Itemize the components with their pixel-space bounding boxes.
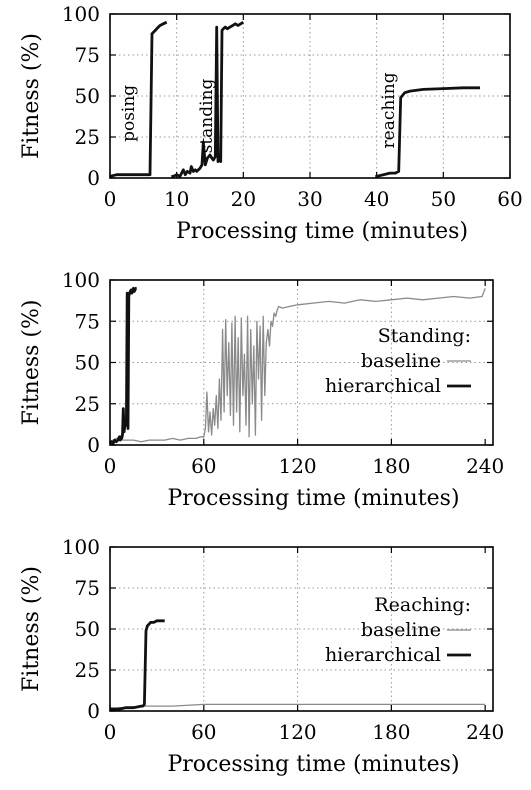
x-axis-label: Processing time (minutes) xyxy=(176,219,468,244)
x-tick-label: 20 xyxy=(231,187,256,211)
y-tick-label: 50 xyxy=(75,351,100,375)
x-tick-label: 0 xyxy=(104,720,117,744)
legend-title: Reaching: xyxy=(374,594,471,616)
y-tick-label: 0 xyxy=(87,166,100,190)
x-tick-label: 240 xyxy=(466,720,504,744)
x-tick-label: 30 xyxy=(297,187,322,211)
chart-panel-2: 0 60 120 180 240 0 25 50 75 100 Processing time (m… xyxy=(19,268,504,511)
y-tick-label: 50 xyxy=(75,617,100,641)
y-tick-label: 0 xyxy=(87,699,100,723)
chart-panel-1: 0 10 20 30 40 50 60 0 25 50 75 100 posing standing rea… xyxy=(19,2,523,244)
legend-title: Standing: xyxy=(378,325,471,347)
series-line-line-1 xyxy=(109,20,480,178)
y-tick-label: 0 xyxy=(87,433,100,457)
y-axis-label: Fitness (%) xyxy=(19,300,44,426)
y-tick-label: 100 xyxy=(62,2,100,26)
legend-label-baseline: baseline xyxy=(361,619,441,641)
x-tick-label: 60 xyxy=(191,720,216,744)
x-tick-label: 180 xyxy=(372,454,410,478)
x-tick-label: 120 xyxy=(278,720,316,744)
series-line-hierarchical xyxy=(110,619,165,711)
x-tick-label: 180 xyxy=(372,720,410,744)
x-tick-label: 50 xyxy=(431,187,456,211)
plot-frame xyxy=(109,546,494,712)
x-tick-label: 60 xyxy=(497,187,522,211)
chart-panel-3: 0 60 120 180 240 0 25 50 75 100 Processing time (m… xyxy=(19,535,504,777)
y-tick-label: 25 xyxy=(75,658,100,682)
x-tick-label: 0 xyxy=(104,454,117,478)
plot-frame xyxy=(109,13,511,179)
y-tick-label: 25 xyxy=(75,125,100,149)
plot-frame xyxy=(109,279,494,446)
legend-label-hierarchical: hierarchical xyxy=(325,375,441,397)
x-tick-label: 120 xyxy=(278,454,316,478)
x-tick-label: 60 xyxy=(191,454,216,478)
x-axis-label: Processing time (minutes) xyxy=(167,752,459,777)
y-tick-label: 100 xyxy=(62,535,100,559)
y-tick-label: 100 xyxy=(62,268,100,292)
series-line-baseline xyxy=(109,288,486,443)
y-axis-label: Fitness (%) xyxy=(19,33,44,159)
stage-annotation: posing xyxy=(119,85,139,142)
stage-annotation: standing xyxy=(197,78,217,153)
y-axis-label: Fitness (%) xyxy=(19,566,44,692)
series-line-baseline xyxy=(110,703,486,709)
y-tick-label: 50 xyxy=(75,84,100,108)
x-tick-label: 240 xyxy=(466,454,504,478)
legend-label-hierarchical: hierarchical xyxy=(325,644,441,666)
x-tick-label: 10 xyxy=(164,187,189,211)
y-tick-label: 25 xyxy=(75,392,100,416)
legend-label-baseline: baseline xyxy=(361,350,441,372)
y-tick-label: 75 xyxy=(75,309,100,333)
series-line-hierarchical xyxy=(108,286,138,445)
x-axis-label: Processing time (minutes) xyxy=(167,486,459,511)
y-tick-label: 75 xyxy=(75,576,100,600)
y-tick-label: 75 xyxy=(75,43,100,67)
x-tick-label: 40 xyxy=(364,187,389,211)
x-tick-label: 0 xyxy=(104,187,117,211)
stage-annotation: reaching xyxy=(379,72,399,148)
